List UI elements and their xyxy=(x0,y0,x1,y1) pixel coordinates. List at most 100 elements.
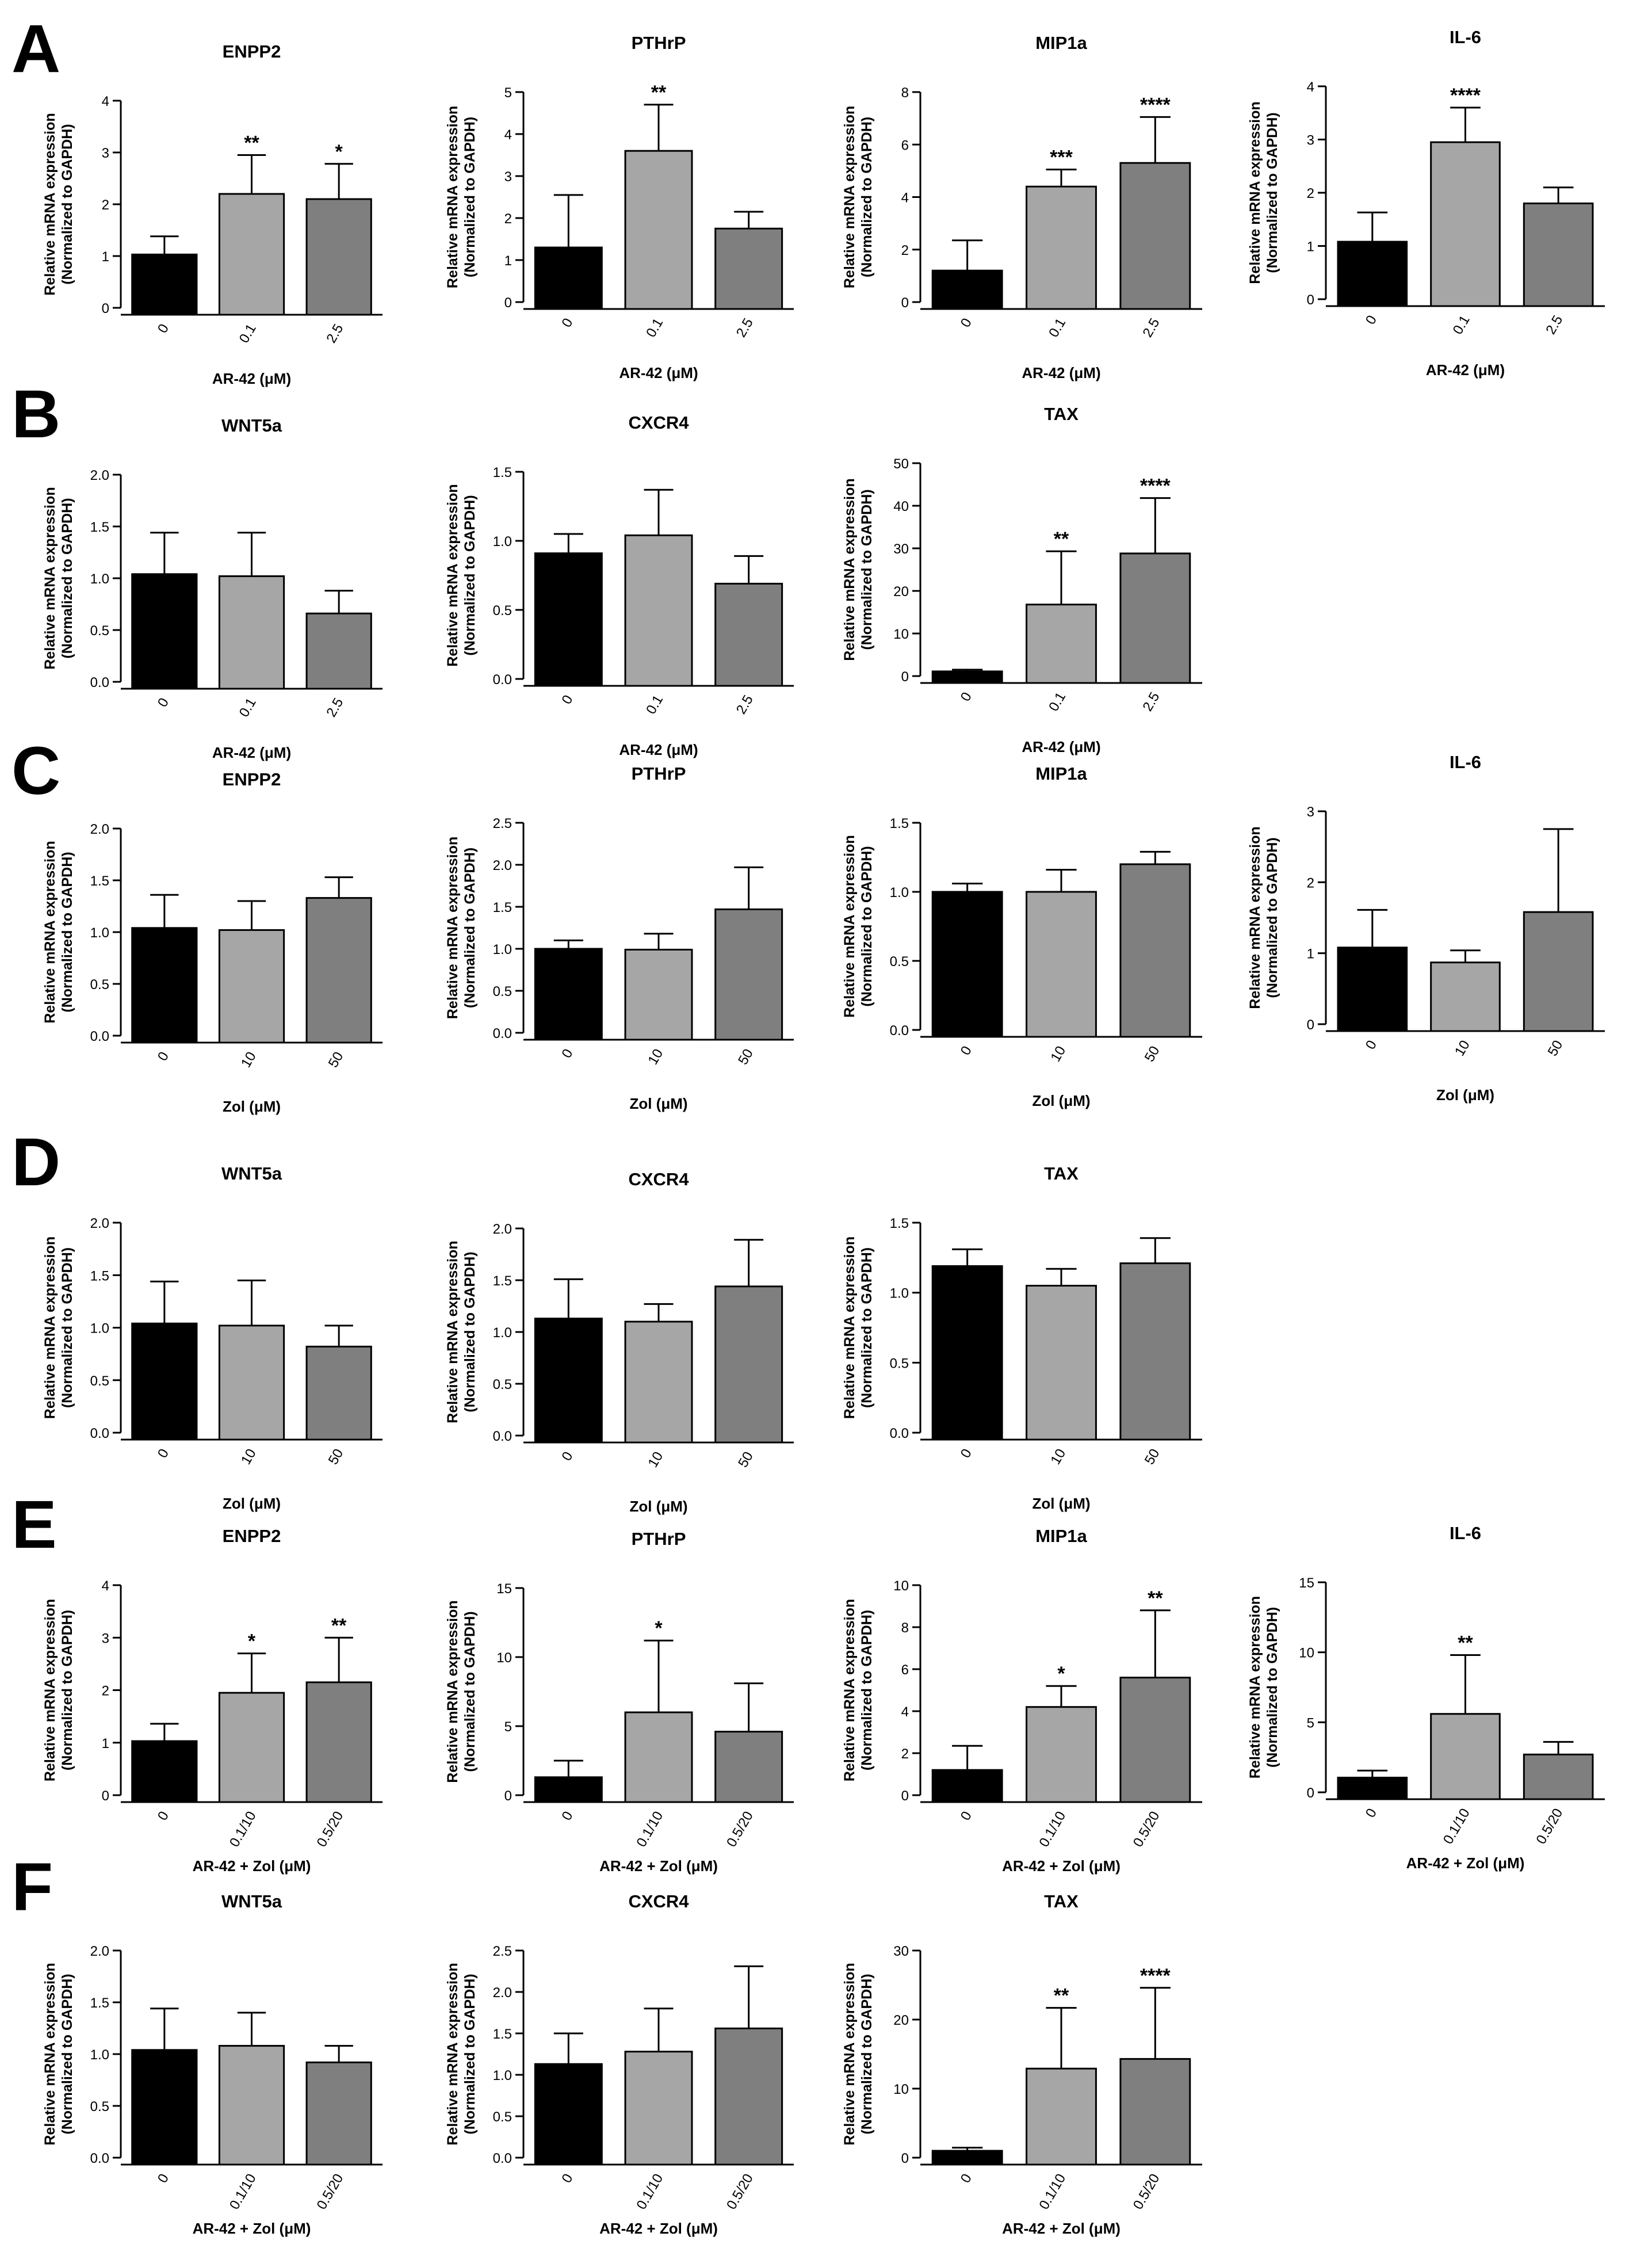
chart-c-enpp2: ENPP2 0.0 0.5 1.0 1.5 2.0 Relative mRNA expres… xyxy=(42,769,383,1115)
y-axis-label-line1: Relative mRNA expression xyxy=(445,837,461,1019)
y-axis-label-line2: (Normalized to GAPDH) xyxy=(59,1610,75,1770)
x-tick-label: 0 xyxy=(155,322,172,336)
y-axis-label-line1: Relative mRNA expression xyxy=(42,1599,58,1781)
y-axis-label: Relative mRNA expression(Normalized to G… xyxy=(445,1600,478,1783)
bar-0 xyxy=(931,670,1003,684)
y-tick-label: 2.0 xyxy=(90,1216,109,1231)
bar-10 xyxy=(1026,1285,1097,1441)
y-tick-label: 0.5 xyxy=(90,1373,109,1389)
significance-label: * xyxy=(1057,1663,1065,1685)
y-tick-label: 10 xyxy=(893,2082,909,2097)
x-tick-label: 0.1 xyxy=(643,693,666,717)
x-axis-label: AR-42 (μM) xyxy=(1426,361,1505,379)
y-tick-label: 0.0 xyxy=(90,2151,109,2166)
bar-0 xyxy=(131,927,198,1044)
y-axis-label-line2: (Normalized to GAPDH) xyxy=(59,1974,75,2134)
y-tick-label: 0 xyxy=(504,295,512,311)
y-tick-label: 0.5 xyxy=(493,984,512,999)
y-tick-label: 8 xyxy=(901,85,909,101)
bar-0 xyxy=(131,2049,198,2166)
y-tick-label: 5 xyxy=(1307,1715,1314,1731)
chart-title: PTHrP xyxy=(632,33,686,53)
x-tick-label: 0 xyxy=(958,1446,975,1461)
x-axis-label: AR-42 + Zol (μM) xyxy=(193,1857,311,1875)
x-axis-label: Zol (μM) xyxy=(1032,1495,1090,1512)
y-tick-label: 20 xyxy=(893,584,909,600)
chart-title: WNT5a xyxy=(221,1891,282,1911)
y-tick-label: 0.0 xyxy=(493,672,512,688)
x-tick-label: 2.5 xyxy=(323,696,346,720)
bar-0 xyxy=(534,948,603,1041)
bar-0.5/20 xyxy=(1119,1677,1191,1803)
significance-label: ** xyxy=(1054,1985,1069,2007)
y-axis-label: Relative mRNA expression(Normalized to G… xyxy=(1247,826,1280,1009)
bar-0 xyxy=(131,253,198,316)
x-tick-label: 10 xyxy=(645,1449,666,1471)
panel-letter-d: D xyxy=(12,1124,60,1200)
bar-0 xyxy=(534,552,603,687)
chart-a-enpp2: ENPP2 0 1 2 3 4 Relative mRNA expression(Norma… xyxy=(42,41,383,387)
y-tick-label: 3 xyxy=(1307,804,1314,820)
y-tick-label: 20 xyxy=(893,2013,909,2028)
bar-0.1 xyxy=(1430,141,1501,307)
y-tick-label: 0.0 xyxy=(493,2151,512,2166)
y-tick-label: 4 xyxy=(901,190,909,206)
y-tick-label: 2.0 xyxy=(90,468,109,483)
y-axis-label: Relative mRNA expression(Normalized to G… xyxy=(445,106,478,288)
y-axis-label-line1: Relative mRNA expression xyxy=(42,1236,58,1419)
bar-0.1 xyxy=(1026,185,1097,310)
x-tick-label: 0 xyxy=(155,1446,172,1461)
y-tick-label: 0 xyxy=(102,301,109,316)
y-axis-label-line1: Relative mRNA expression xyxy=(42,113,58,295)
x-axis-label: AR-42 (μM) xyxy=(212,370,291,387)
y-tick-label: 1.0 xyxy=(890,885,909,900)
y-tick-label: 0 xyxy=(901,1788,909,1804)
y-tick-label: 2 xyxy=(102,1684,109,1699)
bar-0 xyxy=(931,269,1003,310)
chart-title: ENPP2 xyxy=(223,41,281,62)
bar-0 xyxy=(131,1740,198,1803)
chart-title: MIP1a xyxy=(1035,33,1087,53)
y-tick-label: 0.0 xyxy=(90,1029,109,1044)
y-axis-label-line2: (Normalized to GAPDH) xyxy=(462,495,478,655)
y-axis-label-line2: (Normalized to GAPDH) xyxy=(462,848,478,1008)
chart-e-pthrp: PTHrP 0 5 10 15 Relative mRNA expression(Norm… xyxy=(445,1529,794,1875)
y-tick-label: 1 xyxy=(102,1736,109,1751)
y-axis-label: Relative mRNA expression(Normalized to G… xyxy=(42,487,75,669)
significance-label: **** xyxy=(1140,1965,1171,1987)
panel-letter-a: A xyxy=(12,11,60,87)
y-axis-label: Relative mRNA expression(Normalized to G… xyxy=(42,1236,75,1419)
y-tick-label: 1.5 xyxy=(90,1268,109,1284)
x-tick-label: 0.1 xyxy=(1450,313,1473,337)
chart-title: IL-6 xyxy=(1450,27,1481,47)
x-tick-label: 10 xyxy=(238,1049,259,1071)
y-tick-label: 2 xyxy=(102,197,109,213)
chart-c-il-6: IL-6 0 1 2 3 Relative mRNA expression(Normali… xyxy=(1247,752,1605,1104)
chart-title: MIP1a xyxy=(1035,1526,1087,1546)
chart-title: TAX xyxy=(1044,1163,1079,1184)
y-tick-label: 2 xyxy=(1307,875,1314,891)
chart-title: IL-6 xyxy=(1450,1523,1481,1543)
y-tick-label: 0 xyxy=(901,295,909,311)
chart-b-tax: TAX 0 10 20 30 40 50 Relative mRNA expression(N… xyxy=(842,404,1202,755)
chart-e-enpp2: ENPP2 0 1 2 3 4 Relative mRNA expression(Norma… xyxy=(42,1526,383,1875)
y-axis-label-line2: (Normalized to GAPDH) xyxy=(462,1251,478,1412)
chart-title: WNT5a xyxy=(221,1163,282,1184)
x-tick-label: 50 xyxy=(326,1446,347,1468)
y-tick-label: 1.5 xyxy=(90,520,109,535)
y-tick-label: 2 xyxy=(504,211,512,227)
significance-label: ** xyxy=(331,1615,347,1636)
y-tick-label: 1.5 xyxy=(90,1995,109,2011)
chart-title: ENPP2 xyxy=(223,1526,281,1546)
x-axis-label: AR-42 (μM) xyxy=(619,741,698,758)
y-tick-label: 0 xyxy=(1307,1785,1314,1801)
y-tick-label: 1.0 xyxy=(90,925,109,941)
chart-c-pthrp: PTHrP 0.0 0.5 1.0 1.5 2.0 2.5 Relative mRNA exp… xyxy=(445,764,794,1112)
y-axis-label: Relative mRNA expression(Normalized to G… xyxy=(42,113,75,295)
y-axis-label: Relative mRNA expression(Normalized to G… xyxy=(1247,101,1280,284)
bar-0 xyxy=(931,891,1003,1038)
bar-0 xyxy=(131,573,198,690)
y-axis-label-line1: Relative mRNA expression xyxy=(445,1600,461,1783)
y-axis-label-line1: Relative mRNA expression xyxy=(842,1236,858,1419)
y-tick-label: 0.5 xyxy=(493,1377,512,1392)
